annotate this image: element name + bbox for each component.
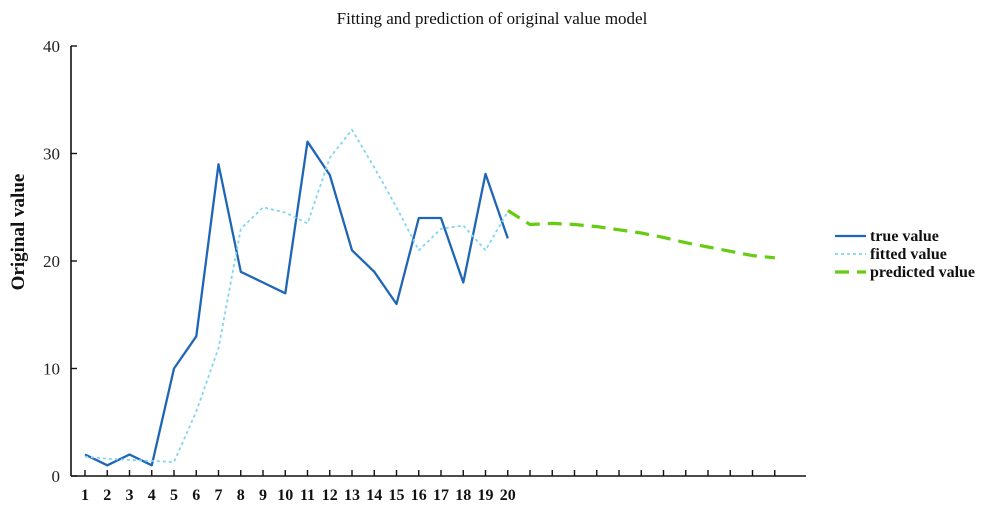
x-tick-label: 16 (411, 487, 427, 504)
x-tick-label: 5 (170, 487, 178, 504)
x-tick-label: 13 (344, 487, 360, 504)
x-tick-label: 10 (277, 487, 293, 504)
series-lines (84, 128, 775, 467)
y-axis-label: Original value (8, 174, 29, 291)
x-tick-label: 8 (237, 487, 245, 504)
x-tick-label: 19 (478, 487, 494, 504)
y-tick-label: 30 (43, 145, 60, 164)
x-tick-label: 1 (81, 487, 89, 504)
x-tick-label: 15 (389, 487, 405, 504)
x-tick-label: 14 (366, 487, 382, 504)
y-tick-label: 10 (43, 360, 60, 379)
y-tick-label: 20 (43, 252, 60, 271)
legend-label: fitted value (870, 246, 947, 263)
series-line-true-value (84, 140, 509, 467)
x-tick-label: 18 (455, 487, 471, 504)
legend-label: true value (870, 228, 939, 245)
series-line-fitted-value (84, 128, 509, 463)
x-tick-label: 20 (500, 487, 516, 504)
x-tick-label: 4 (148, 487, 156, 504)
x-tick-label: 7 (215, 487, 223, 504)
chart-title: Fitting and prediction of original value… (337, 9, 648, 28)
x-tick-label: 2 (103, 487, 111, 504)
legend-label: predicted value (870, 264, 975, 281)
y-tick-label: 0 (52, 467, 61, 486)
x-tick-label: 3 (126, 487, 134, 504)
x-tick-label: 9 (259, 487, 267, 504)
series-line-predicted-value (506, 209, 775, 260)
x-tick-label: 6 (192, 487, 200, 504)
y-ticks: 0 10 20 30 40 (43, 37, 77, 486)
x-tick-label: 12 (322, 487, 338, 504)
x-tick-label: 17 (433, 487, 449, 504)
y-tick-label: 40 (43, 37, 60, 56)
x-tick-label: 11 (300, 487, 315, 504)
x-ticks: 1 2 3 4 5 6 7 8 9 10 11 12 13 14 15 16 17 18 19 20 (81, 470, 776, 504)
